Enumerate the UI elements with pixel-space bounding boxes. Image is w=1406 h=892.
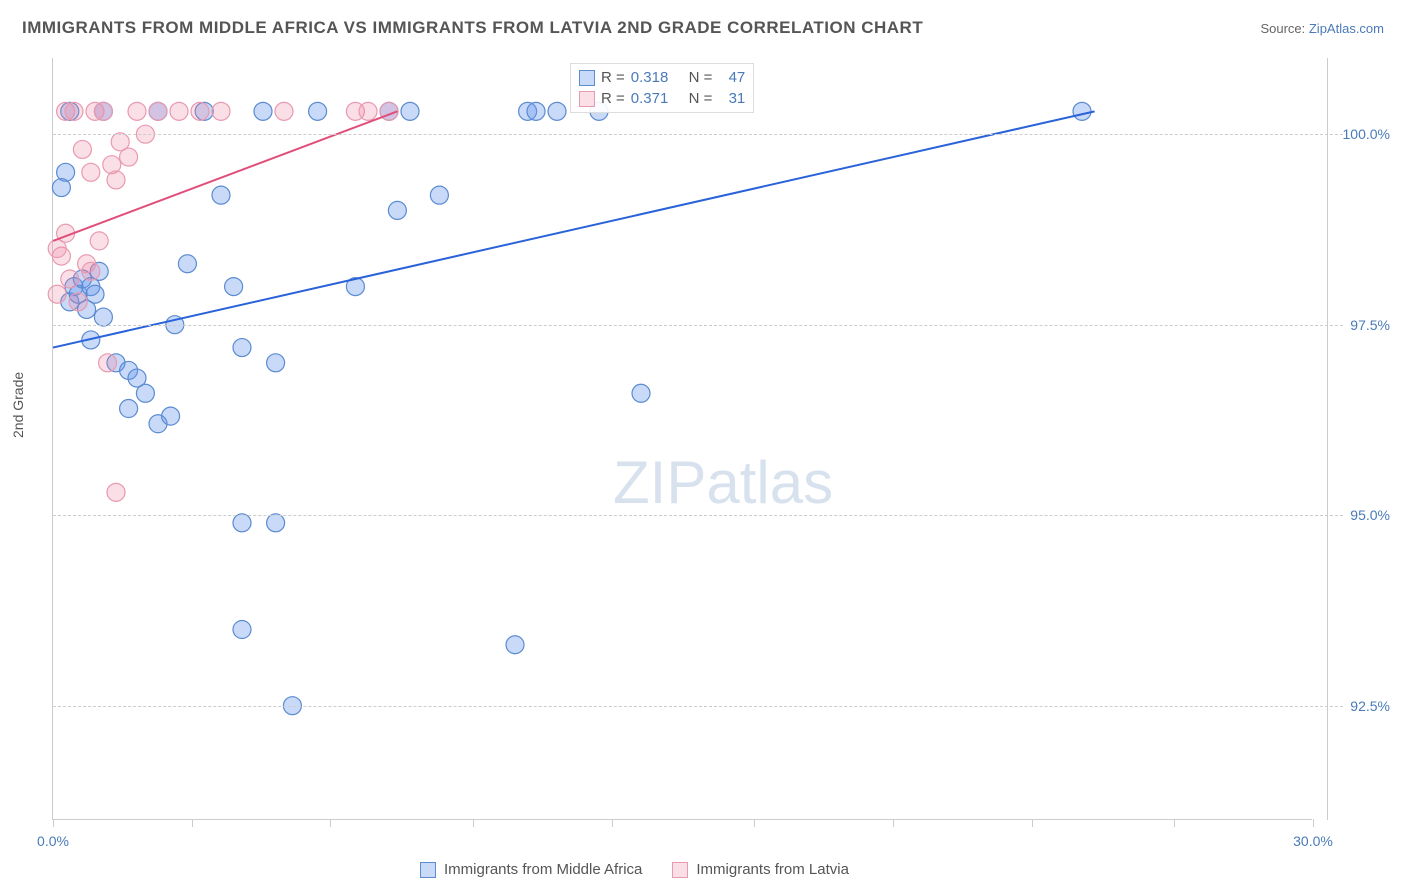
data-point — [73, 140, 91, 158]
data-point — [359, 102, 377, 120]
legend-row: R = 0.371 N = 31 — [579, 88, 745, 109]
data-point — [107, 171, 125, 189]
x-tick — [192, 819, 193, 827]
legend-n-label: N = — [689, 90, 713, 107]
data-point — [401, 102, 419, 120]
legend-swatch — [420, 862, 436, 878]
legend-correlation: R = 0.318 N = 47 R = 0.371 N = 31 — [570, 63, 754, 113]
data-point — [275, 102, 293, 120]
x-tick — [330, 819, 331, 827]
data-point — [65, 102, 83, 120]
x-tick — [1032, 819, 1033, 827]
gridline — [53, 515, 1343, 516]
legend-r-label: R = — [601, 90, 625, 107]
data-point — [309, 102, 327, 120]
data-point — [254, 102, 272, 120]
data-point — [61, 270, 79, 288]
data-point — [82, 163, 100, 181]
data-point — [233, 621, 251, 639]
data-point — [1073, 102, 1091, 120]
data-point — [191, 102, 209, 120]
data-point — [178, 255, 196, 273]
x-tick-label: 30.0% — [1293, 833, 1333, 849]
gridline — [53, 134, 1343, 135]
x-tick — [1174, 819, 1175, 827]
data-point — [212, 102, 230, 120]
data-point — [506, 636, 524, 654]
legend-row: R = 0.318 N = 47 — [579, 67, 745, 88]
data-point — [107, 483, 125, 501]
data-point — [388, 201, 406, 219]
y-tick-label: 97.5% — [1350, 317, 1390, 333]
gridline — [53, 706, 1343, 707]
legend-n-value: 47 — [729, 69, 746, 86]
chart-title: IMMIGRANTS FROM MIDDLE AFRICA VS IMMIGRA… — [22, 18, 923, 38]
data-point — [233, 339, 251, 357]
x-tick-label: 0.0% — [37, 833, 69, 849]
legend-r-value: 0.371 — [631, 90, 669, 107]
data-point — [212, 186, 230, 204]
plot-area: ZIPatlas 92.5%95.0%97.5%100.0%0.0%30.0% — [52, 58, 1312, 820]
x-tick — [473, 819, 474, 827]
x-tick — [612, 819, 613, 827]
legend-swatch — [672, 862, 688, 878]
data-point — [99, 354, 117, 372]
data-point — [48, 285, 66, 303]
source-attribution: Source: ZipAtlas.com — [1260, 21, 1384, 36]
data-point — [94, 102, 112, 120]
legend-series-item: Immigrants from Middle Africa — [420, 859, 642, 880]
data-point — [136, 384, 154, 402]
x-tick — [893, 819, 894, 827]
gridline — [53, 325, 1343, 326]
legend-series: Immigrants from Middle Africa Immigrants … — [420, 859, 849, 880]
data-point — [48, 240, 66, 258]
source-prefix: Source: — [1260, 21, 1308, 36]
data-point — [52, 179, 70, 197]
legend-series-label: Immigrants from Latvia — [696, 861, 849, 878]
y-tick-label: 92.5% — [1350, 698, 1390, 714]
legend-r-label: R = — [601, 69, 625, 86]
data-point — [170, 102, 188, 120]
legend-series-label: Immigrants from Middle Africa — [444, 861, 642, 878]
legend-series-item: Immigrants from Latvia — [672, 859, 849, 880]
data-point — [86, 285, 104, 303]
source-link[interactable]: ZipAtlas.com — [1309, 21, 1384, 36]
data-point — [149, 102, 167, 120]
x-tick — [754, 819, 755, 827]
data-point — [632, 384, 650, 402]
y-tick-label: 95.0% — [1350, 507, 1390, 523]
legend-r-value: 0.318 — [631, 69, 669, 86]
data-point — [430, 186, 448, 204]
data-point — [527, 102, 545, 120]
trend-line — [53, 111, 1095, 347]
data-point — [548, 102, 566, 120]
data-point — [233, 514, 251, 532]
data-point — [120, 400, 138, 418]
x-tick — [53, 819, 54, 827]
data-point — [162, 407, 180, 425]
y-axis-label: 2nd Grade — [10, 372, 26, 438]
legend-swatch — [579, 91, 595, 107]
data-point — [120, 148, 138, 166]
data-point — [225, 278, 243, 296]
data-point — [267, 514, 285, 532]
data-point — [94, 308, 112, 326]
legend-n-label: N = — [689, 69, 713, 86]
x-tick — [1313, 819, 1314, 827]
data-point — [82, 262, 100, 280]
data-point — [90, 232, 108, 250]
data-point — [69, 293, 87, 311]
data-point — [267, 354, 285, 372]
legend-swatch — [579, 70, 595, 86]
trend-line — [53, 111, 397, 241]
data-point — [128, 102, 146, 120]
y-tick-label: 100.0% — [1343, 126, 1390, 142]
legend-n-value: 31 — [729, 90, 746, 107]
